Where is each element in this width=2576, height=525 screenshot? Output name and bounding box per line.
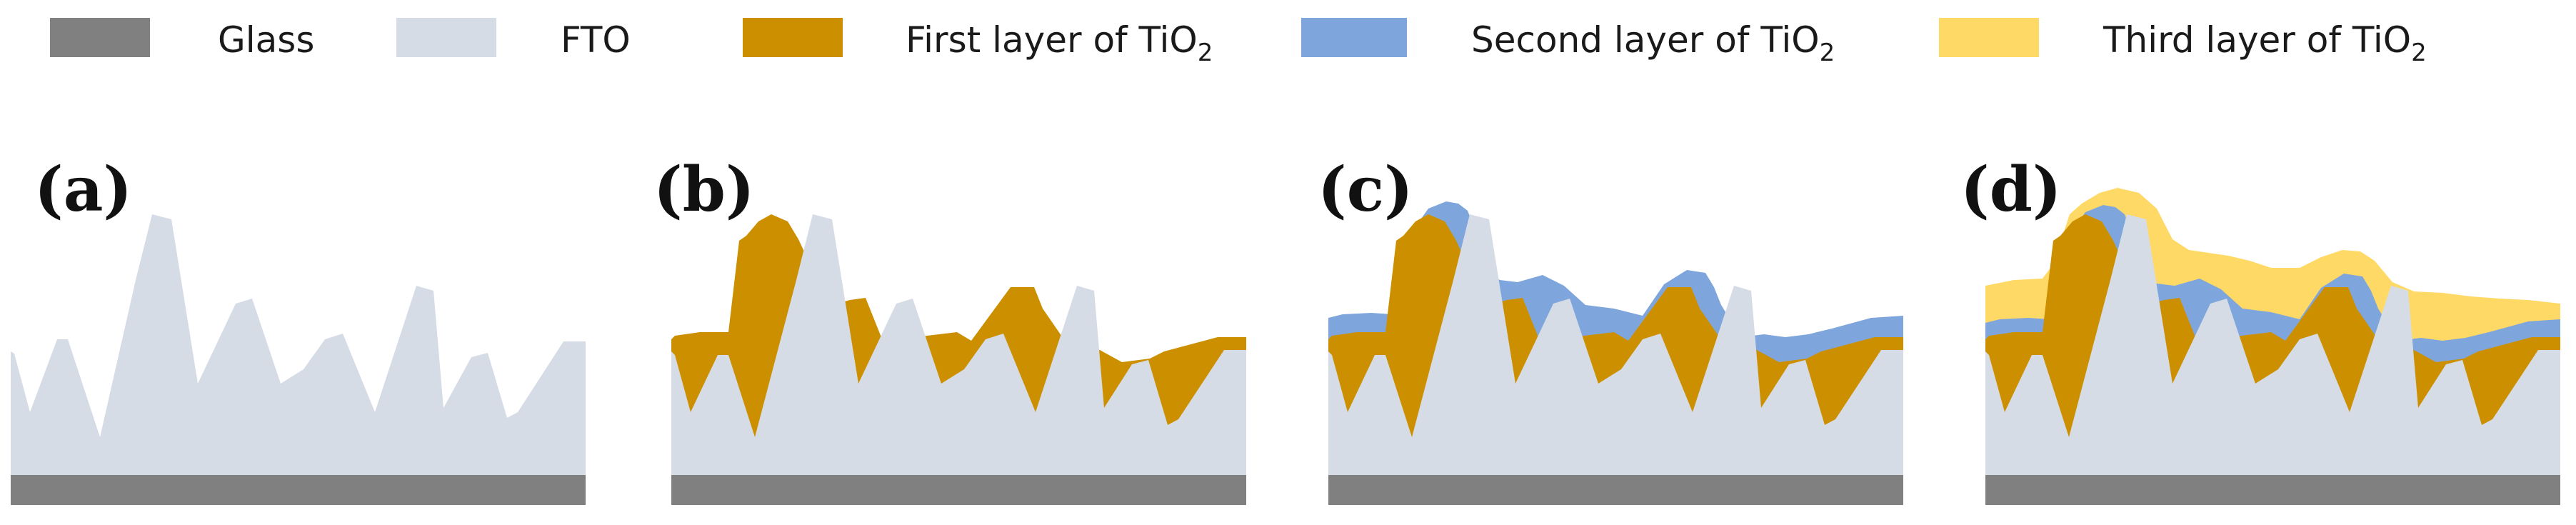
legend-label-fto: FTO <box>561 19 631 61</box>
legend-swatch-glass <box>50 18 150 57</box>
panel-c: (c) <box>1318 154 1903 505</box>
legend-swatch-third-layer <box>1939 18 2039 57</box>
legend-swatch-first-layer <box>743 18 843 57</box>
legend-label-third-layer-main: Third layer of TiO <box>2103 19 2411 61</box>
glass-substrate <box>1328 475 1903 505</box>
legend-label-glass: Glass <box>218 19 314 61</box>
legend-label-first-layer-main: First layer of TiO <box>906 19 1198 61</box>
panel-d: (d) <box>1960 154 2560 505</box>
panel-a: (a) <box>11 154 586 505</box>
legend-label-third-layer: Third layer of TiO2 <box>2103 19 2427 67</box>
fto-layer <box>1328 214 1903 475</box>
legend-swatch-second-layer <box>1301 18 1407 57</box>
legend-label-first-layer: First layer of TiO2 <box>906 19 1213 67</box>
legend: Glass FTO First layer of TiO2 Second lay… <box>50 18 2427 67</box>
fto-layer <box>11 214 586 475</box>
panel-label-a: (a) <box>34 154 132 226</box>
panel-label-b: (b) <box>653 154 755 226</box>
glass-substrate <box>671 475 1246 505</box>
fto-layer <box>671 214 1246 475</box>
legend-label-third-layer-sub: 2 <box>2411 39 2427 67</box>
legend-label-second-layer-main: Second layer of TiO <box>1471 19 1820 61</box>
fto-layer <box>1985 214 2560 475</box>
legend-label-second-layer: Second layer of TiO2 <box>1471 19 1835 67</box>
legend-swatch-fto <box>396 18 496 57</box>
glass-substrate <box>11 475 586 505</box>
legend-label-second-layer-sub: 2 <box>1820 39 1835 67</box>
glass-substrate <box>1985 475 2560 505</box>
panel-label-c: (c) <box>1318 154 1413 226</box>
panel-label-d: (d) <box>1960 154 2062 226</box>
panel-b: (b) <box>653 154 1246 505</box>
legend-label-first-layer-sub: 2 <box>1198 39 1213 67</box>
